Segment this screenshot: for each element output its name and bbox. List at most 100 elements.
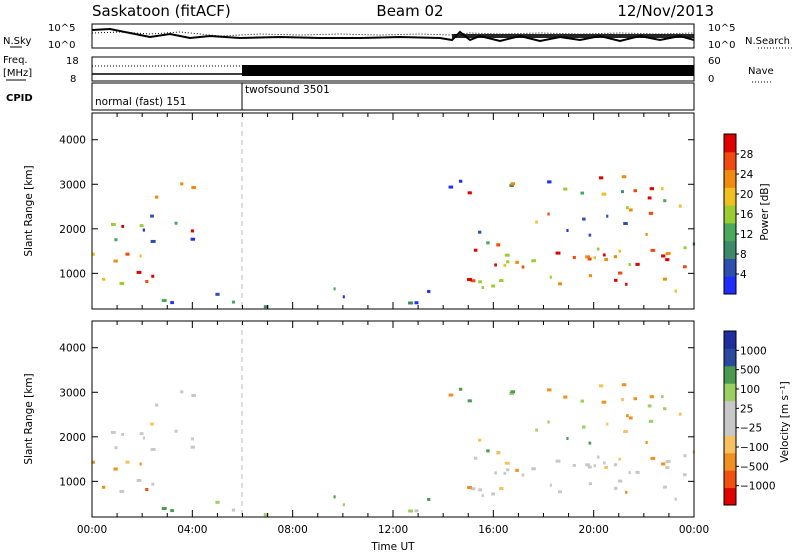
power-cell [478, 280, 483, 284]
nsearch-label: N.Search [745, 36, 790, 47]
power-cell [618, 249, 622, 253]
power-cell [557, 282, 562, 286]
power-cell [531, 259, 536, 263]
power-cell [660, 187, 664, 191]
colorbar-swatch [724, 418, 736, 436]
velocity-cell [587, 465, 592, 469]
velocity-cell [660, 395, 664, 399]
ytick-label: 4000 [59, 135, 86, 147]
velocity-cell [467, 486, 472, 490]
colorbar-swatch [724, 331, 736, 349]
power-cell [506, 260, 510, 264]
power-cell [427, 289, 431, 293]
velocity-scatter-layer [92, 383, 696, 517]
power-cell [509, 184, 514, 188]
power-cell [174, 221, 178, 225]
power-ylabel: Slant Range [km] [23, 165, 35, 256]
power-cell [114, 238, 118, 242]
power-cell [145, 279, 149, 283]
cpid-mode-twofsound: twofsound 3501 [245, 84, 330, 96]
power-yaxis-ticks: 1000 2000 3000 4000 [59, 135, 694, 280]
velocity-cell [678, 412, 682, 416]
velocity-cell [496, 451, 500, 455]
colorbar-swatch [724, 240, 736, 259]
velocity-cell [596, 455, 600, 459]
power-cell [604, 257, 608, 261]
power-cell [628, 263, 631, 267]
nsearch-tick-bottom: 10^0 [708, 40, 735, 51]
ytick-label: 2000 [59, 224, 86, 236]
velocity-cell [458, 387, 463, 391]
velocity-cell [665, 466, 670, 470]
power-cell [661, 254, 666, 258]
velocity-cell [588, 441, 592, 445]
power-cell [602, 253, 606, 257]
ytick-label: 4000 [59, 343, 86, 355]
power-cell [101, 277, 106, 281]
velocity-cell [151, 482, 155, 486]
velocity-cell [481, 494, 484, 498]
power-cell [617, 271, 623, 275]
power-cell [499, 279, 504, 283]
power-cell [678, 204, 682, 208]
velocity-cell [448, 393, 454, 397]
velocity-cell [125, 460, 130, 464]
power-cell [170, 301, 174, 305]
velocity-cell [101, 485, 106, 489]
power-cell [648, 211, 654, 215]
velocity-cell [506, 468, 510, 472]
velocity-cell [121, 432, 125, 436]
xtick-label: 08:00 [278, 524, 308, 536]
colorbar-swatch [724, 187, 736, 206]
velocity-cell [598, 384, 604, 388]
ytick-label: 1000 [59, 268, 86, 280]
freq-tick-bottom: 8 [70, 74, 76, 85]
nsky-label: N.Sky [3, 36, 31, 47]
power-cell [547, 212, 550, 216]
velocity-cell [509, 392, 514, 396]
power-cell [486, 241, 490, 245]
velocity-cell [663, 407, 667, 411]
velocity-cell [683, 454, 687, 458]
velocity-cell [215, 500, 220, 504]
power-cell [598, 176, 604, 180]
power-cell [119, 281, 125, 285]
velocity-cell [572, 463, 576, 467]
velocity-cell [625, 490, 628, 494]
power-cell [263, 305, 269, 309]
velocity-xlabel: Time UT [370, 541, 415, 553]
velocity-cell [566, 436, 569, 440]
power-cell [191, 185, 197, 189]
velocity-cell [515, 468, 519, 472]
velocity-yaxis-ticks: 1000 2000 3000 4000 [59, 343, 694, 488]
colorbar-swatch [724, 348, 736, 367]
power-cell [635, 262, 640, 266]
cpid-label: CPID [6, 93, 33, 104]
colorbar-tick-label: 4 [740, 269, 747, 281]
velocity-cell [191, 393, 197, 397]
velocity-cell [521, 473, 525, 477]
power-cell [121, 224, 125, 228]
velocity-panel: 1000 2000 3000 4000 00:00 04:00 08:00 12:00 16:… [23, 113, 709, 553]
colorbar-swatch [724, 400, 736, 419]
velocity-cell [650, 456, 656, 460]
nave-tick-top: 60 [708, 56, 721, 67]
velocity-cell [174, 429, 178, 433]
velocity-cell [190, 445, 196, 449]
ytick-label: 2000 [59, 432, 86, 444]
ytick-label: 3000 [59, 387, 86, 399]
power-cell [478, 230, 482, 234]
velocity-cell [136, 478, 142, 482]
power-cell [190, 229, 194, 233]
velocity-cell [342, 503, 345, 507]
velocity-cell [563, 395, 568, 399]
velocity-cell [628, 471, 631, 475]
power-cell [593, 256, 596, 260]
velocity-cell [665, 460, 671, 464]
colorbar-swatch [724, 365, 736, 384]
power-cell [662, 277, 668, 281]
velocity-cell [555, 459, 561, 463]
velocity-cell [114, 446, 118, 450]
velocity-cell [535, 428, 538, 432]
velocity-cell [504, 461, 510, 465]
